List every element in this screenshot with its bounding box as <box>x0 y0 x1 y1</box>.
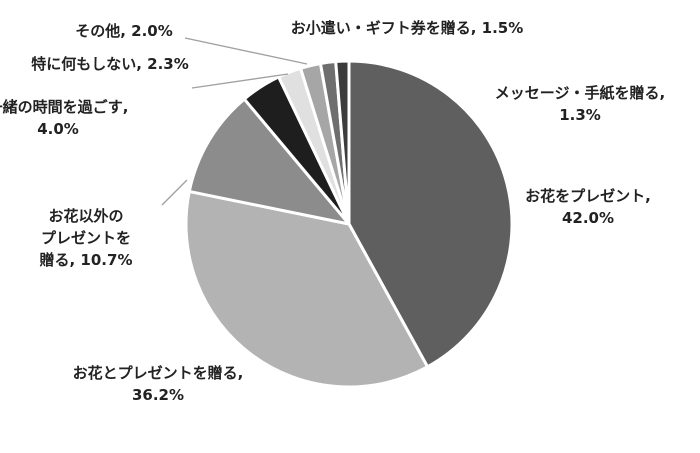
slice-label-line: お小遣い・ギフト券を贈る, 1.5% <box>291 19 524 37</box>
slice-label-line: お花とプレゼントを贈る, <box>73 364 244 382</box>
slice-label: お小遣い・ギフト券を贈る, 1.5% <box>291 19 524 37</box>
slice-label-line: 4.0% <box>37 120 79 138</box>
pie-slice <box>184 189 430 389</box>
slice-label-line: 36.2% <box>132 386 184 404</box>
leader-line <box>184 37 308 65</box>
pie-slices <box>184 59 514 389</box>
slice-label-line: お花以外の <box>48 207 123 225</box>
slice-label: メッセージ・手紙を贈る, 1.3% <box>495 84 665 124</box>
slice-label: お花以外のプレゼントを贈る, 10.7% <box>40 207 133 269</box>
leader-lines <box>161 37 308 206</box>
slice-label-line: メッセージ・手紙を贈る, <box>495 84 665 102</box>
slice-label-line: 一緒の時間を過ごす, <box>0 98 128 116</box>
slice-label-line: 贈る, 10.7% <box>40 251 133 269</box>
pie-slice <box>334 59 351 226</box>
pie-slice <box>187 97 351 226</box>
slice-label-line: その他, 2.0% <box>75 22 173 40</box>
slice-label: 一緒の時間を過ごす, 4.0% <box>0 98 128 138</box>
slice-label: お花をプレゼント, 42.0% <box>525 187 651 227</box>
slice-label-line: プレゼントを <box>41 229 131 247</box>
slice-label-line: 1.3% <box>559 106 601 124</box>
pie-slice <box>347 59 514 369</box>
slice-label-line: お花をプレゼント, <box>525 187 651 205</box>
slice-label: お花とプレゼントを贈る, 36.2% <box>73 364 244 404</box>
slice-label-line: 特に何もしない, 2.3% <box>31 55 189 73</box>
leader-line <box>191 73 289 89</box>
slice-label: その他, 2.0% <box>75 22 173 40</box>
slice-labels: メッセージ・手紙を贈る, 1.3% お花をプレゼント, 42.0% お花とプレゼントを贈… <box>0 19 665 404</box>
slice-label-line: 42.0% <box>562 209 614 227</box>
leader-line <box>161 179 188 206</box>
slice-label: 特に何もしない, 2.3% <box>31 55 189 73</box>
